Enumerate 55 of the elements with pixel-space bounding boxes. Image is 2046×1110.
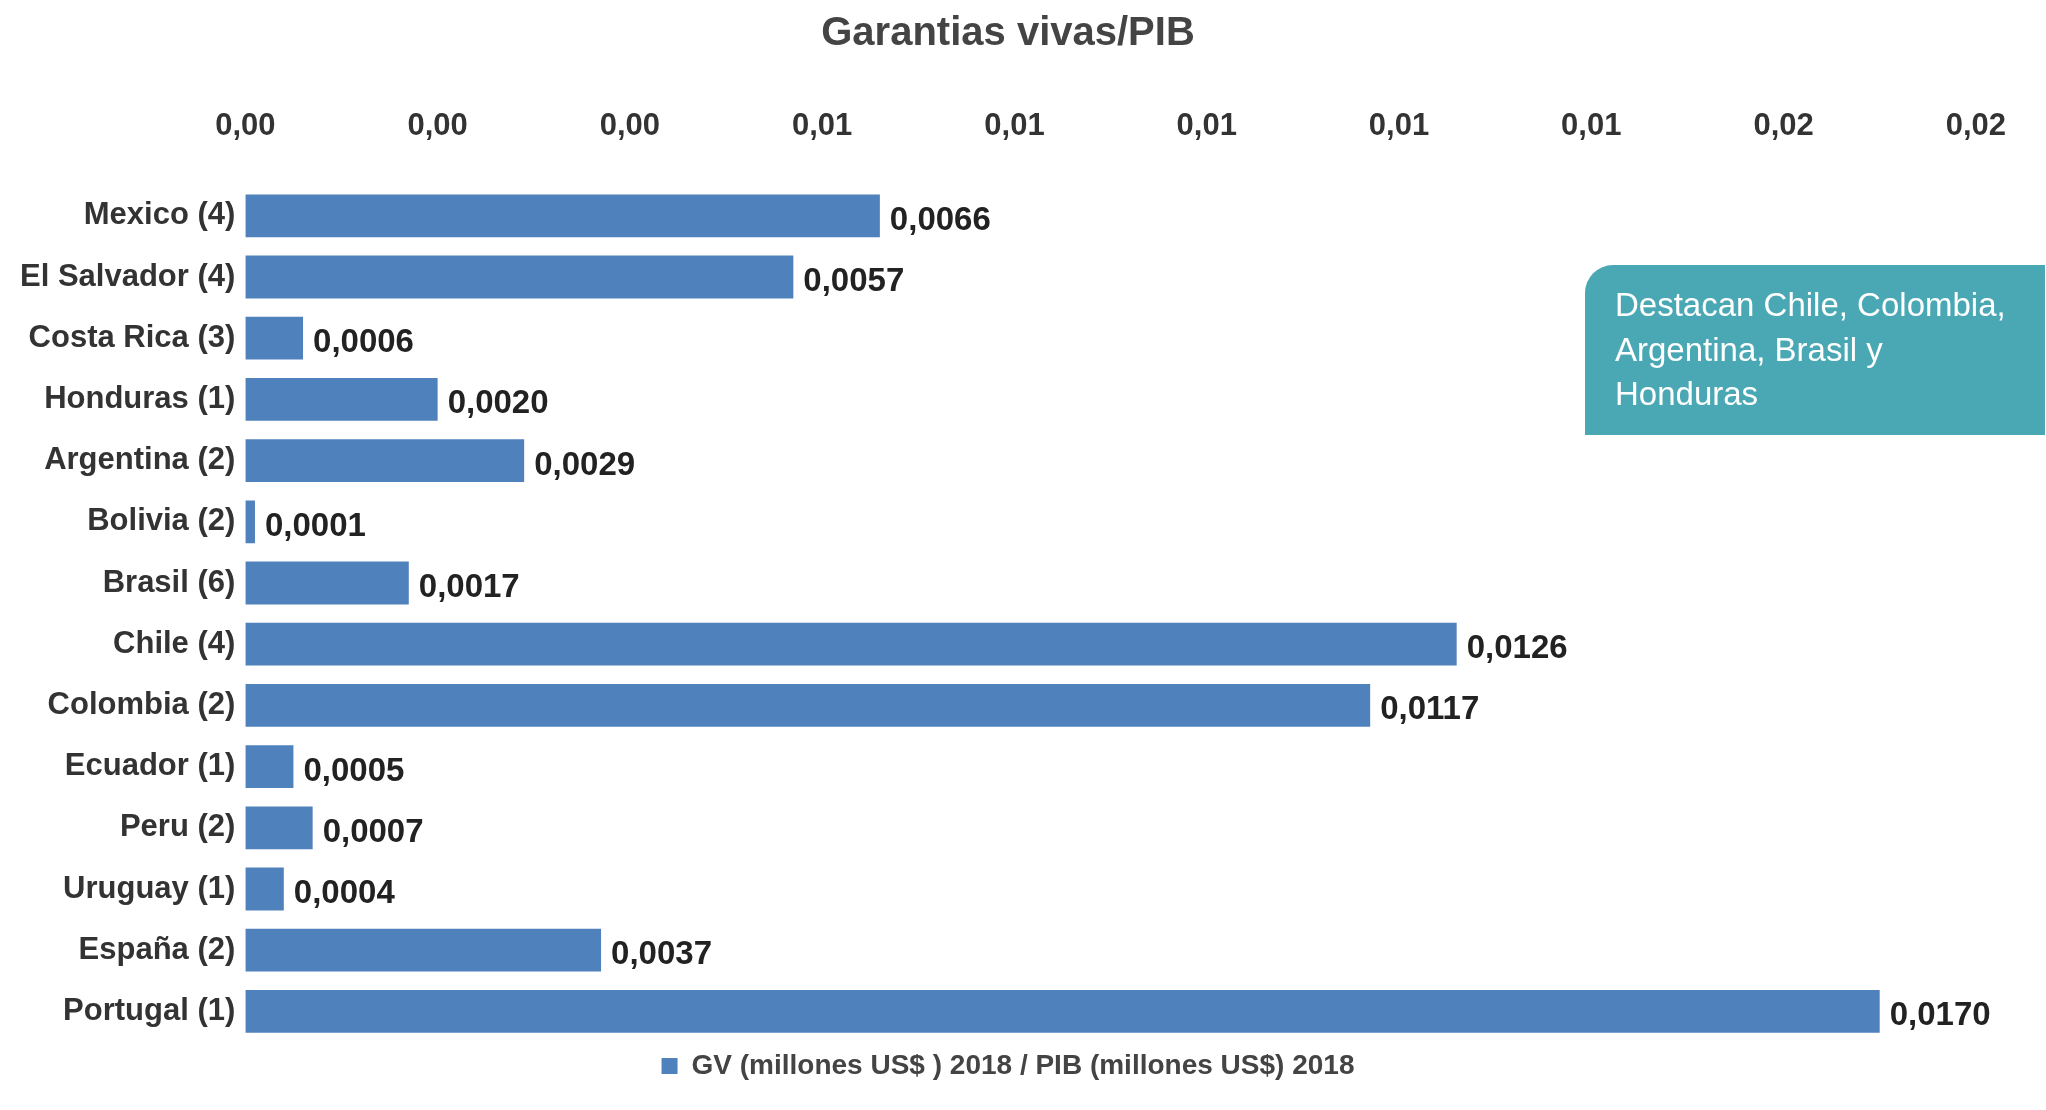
data-label: 0,0017	[418, 567, 520, 605]
data-label: 0,0029	[534, 444, 636, 482]
y-tick-label: Uruguay (1)	[63, 869, 236, 905]
data-label: 0,0006	[313, 322, 414, 360]
x-tick-label: 0,01	[792, 107, 853, 143]
x-tick-label: 0,00	[407, 107, 468, 143]
bar	[245, 745, 294, 789]
y-tick-label: Argentina (2)	[44, 441, 236, 477]
bar	[245, 622, 1457, 666]
bar	[245, 255, 794, 299]
y-tick-label: Chile (4)	[113, 624, 236, 660]
bar	[245, 377, 438, 421]
data-label: 0,0037	[611, 934, 712, 972]
bar	[245, 928, 602, 972]
y-tick-label: Brasil (6)	[102, 563, 236, 599]
x-tick-label: 0,02	[1945, 107, 2006, 143]
data-label: 0,0005	[303, 750, 405, 788]
x-tick-label: 0,01	[1176, 107, 1237, 143]
x-tick-label: 0,01	[1368, 107, 1430, 143]
bar	[245, 439, 525, 483]
y-tick-label: Costa Rica (3)	[28, 318, 236, 354]
y-tick-label: Honduras (1)	[44, 379, 236, 415]
x-tick-label: 0,01	[1561, 107, 1622, 143]
x-tick-label: 0,01	[984, 107, 1045, 143]
x-tick-label: 0,00	[599, 107, 661, 143]
data-label: 0,0117	[1380, 689, 1480, 727]
y-tick-label: Colombia (2)	[47, 685, 236, 721]
data-label: 0,0066	[889, 199, 991, 237]
data-label: 0,0001	[264, 505, 366, 543]
x-tick-label: 0,02	[1753, 107, 1814, 143]
bar	[245, 867, 284, 911]
data-label: 0,0057	[803, 261, 905, 299]
y-tick-label: Ecuador (1)	[64, 747, 236, 783]
y-tick-label: El Salvador (4)	[19, 257, 236, 293]
bar	[245, 989, 1880, 1033]
data-label: 0,0170	[1889, 995, 1991, 1033]
data-label: 0,0007	[322, 811, 424, 849]
x-tick-label: 0,00	[215, 107, 276, 143]
y-tick-label: Bolivia (2)	[87, 502, 236, 538]
data-label: 0,0020	[447, 383, 549, 421]
data-label: 0,0004	[293, 873, 396, 911]
annotation: Destacan Chile, Colombia, Argentina, Brasil y Honduras	[1585, 265, 2045, 435]
bar	[245, 806, 313, 850]
bar	[245, 561, 409, 605]
bar	[245, 194, 880, 238]
y-tick-label: España (2)	[78, 930, 236, 966]
y-tick-label: Portugal (1)	[63, 991, 236, 1027]
bar	[245, 316, 304, 360]
data-label: 0,0126	[1466, 628, 1568, 666]
bar	[245, 683, 1371, 727]
y-tick-label: Peru (2)	[119, 808, 236, 844]
bar	[245, 500, 255, 544]
chart-title: Garantias vivas/PIB	[821, 9, 1195, 54]
legend-label: GV (millones US$ ) 2018 / PIB (millones US$) 2018	[691, 1048, 1355, 1080]
y-tick-label: Mexico (4)	[83, 196, 236, 232]
